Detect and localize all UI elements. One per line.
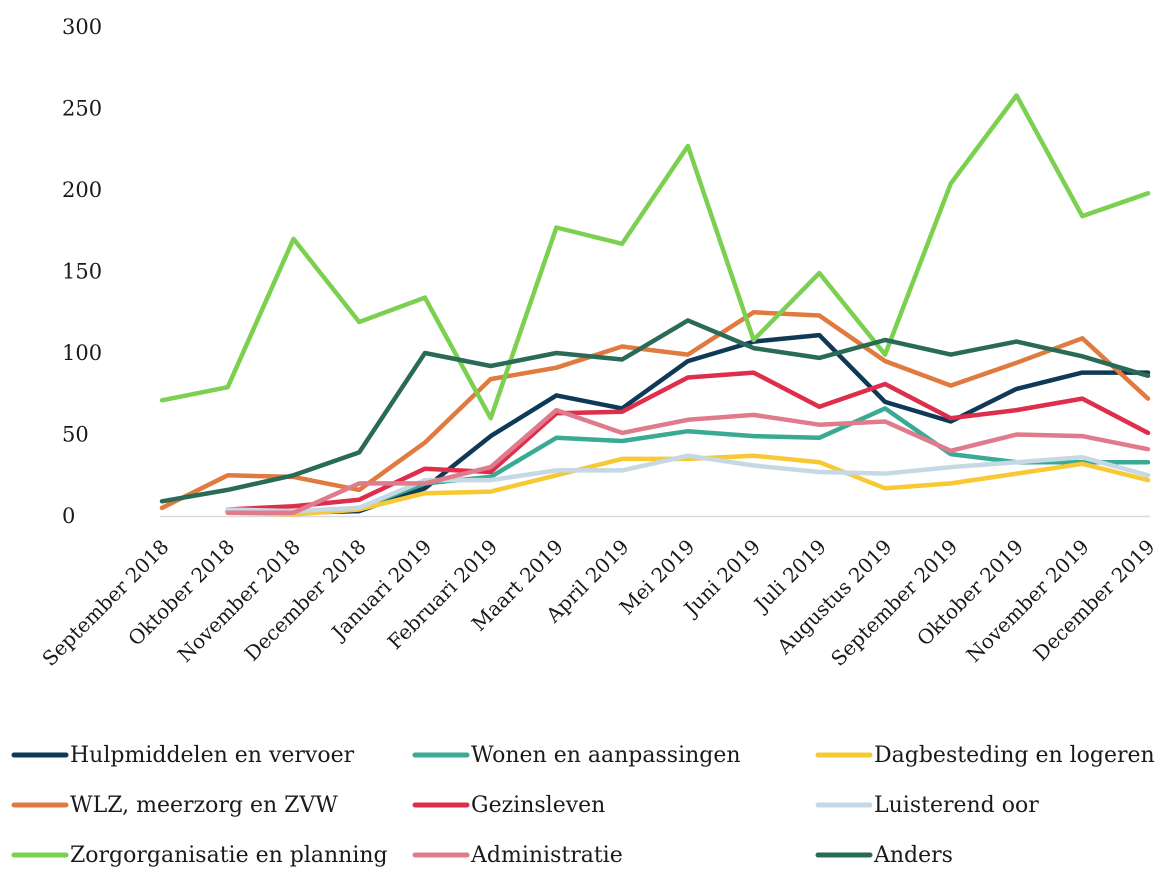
series-line-dagbesteding-en-logeren bbox=[225, 453, 1151, 517]
legend-item: Gezinsleven bbox=[412, 793, 605, 818]
y-tick-label: 100 bbox=[62, 341, 102, 365]
x-tick-label: November 2019 bbox=[961, 535, 1093, 667]
legend-item: Wonen en aanpassingen bbox=[412, 743, 741, 768]
series-line-luisterend-oor bbox=[225, 453, 1151, 514]
y-axis-ticks: 0 50 100 150 200 250 300 bbox=[62, 15, 102, 528]
y-tick-label: 50 bbox=[62, 423, 89, 447]
x-tick-label: December 2019 bbox=[1028, 535, 1159, 666]
legend-item: Hulpmiddelen en vervoer bbox=[11, 743, 355, 768]
y-tick-label: 0 bbox=[62, 504, 75, 528]
legend-item: Luisterend oor bbox=[815, 793, 1039, 818]
series-line-wlz-meerzorg-en-zvw bbox=[159, 310, 1151, 511]
series-line-gezinsleven bbox=[225, 370, 1151, 512]
legend-label: Anders bbox=[873, 843, 953, 868]
legend-label: Administratie bbox=[470, 843, 623, 868]
series-line-administratie bbox=[225, 407, 1151, 515]
legend-item: WLZ, meerzorg en ZVW bbox=[11, 793, 338, 818]
legend-label: Zorgorganisatie en planning bbox=[70, 843, 388, 868]
y-tick-label: 200 bbox=[62, 178, 102, 202]
y-tick-label: 300 bbox=[62, 15, 102, 39]
legend-label: Wonen en aanpassingen bbox=[471, 743, 741, 768]
legend-label: Luisterend oor bbox=[874, 793, 1039, 818]
legend-item: Dagbesteding en logeren bbox=[815, 743, 1155, 768]
series-lines bbox=[159, 93, 1151, 517]
legend-label: WLZ, meerzorg en ZVW bbox=[70, 793, 338, 818]
y-tick-label: 150 bbox=[62, 260, 102, 284]
legend-label: Gezinsleven bbox=[471, 793, 605, 818]
y-tick-label: 250 bbox=[62, 97, 102, 121]
x-tick-label: December 2018 bbox=[240, 535, 371, 666]
legend-label: Hulpmiddelen en vervoer bbox=[70, 743, 355, 768]
series-line-zorgorganisatie-en-planning bbox=[159, 93, 1151, 421]
x-tick-label: Augustus 2019 bbox=[772, 535, 897, 660]
series-line-anders bbox=[159, 318, 1151, 504]
legend-item: Zorgorganisatie en planning bbox=[11, 843, 388, 868]
legend-item: Anders bbox=[815, 843, 953, 868]
legend-item: Administratie bbox=[412, 843, 623, 868]
legend-label: Dagbesteding en logeren bbox=[874, 743, 1155, 768]
x-tick-label: November 2018 bbox=[173, 535, 305, 667]
legend: Hulpmiddelen en vervoer Wonen en aanpassi… bbox=[11, 743, 1155, 868]
